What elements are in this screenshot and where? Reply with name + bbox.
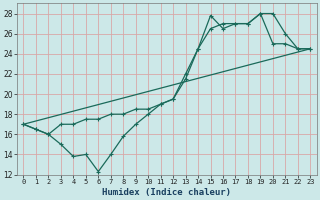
X-axis label: Humidex (Indice chaleur): Humidex (Indice chaleur)	[102, 188, 231, 197]
